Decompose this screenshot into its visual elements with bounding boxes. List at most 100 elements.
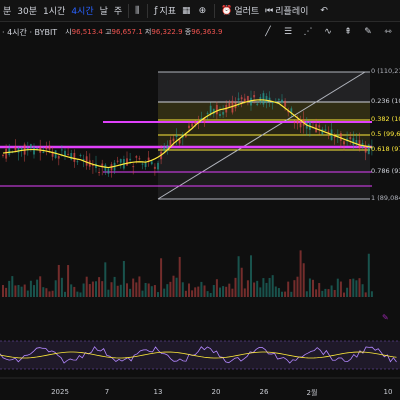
volume-bar [281, 291, 283, 297]
wave-tool-icon[interactable]: ∿ [324, 27, 332, 37]
candle-body [349, 137, 352, 140]
volume-bar [243, 288, 246, 297]
price-chart[interactable] [0, 42, 400, 384]
candle-body [175, 135, 178, 138]
volume-bar [141, 290, 144, 297]
timeframe-min-label: 분 [3, 7, 12, 17]
fib-level-label: 1 (89,084 [371, 194, 400, 202]
candle-body [191, 123, 194, 127]
volume-bar [107, 289, 110, 297]
volume-bar [51, 290, 54, 297]
alert-clock-icon: ⏰ [221, 5, 233, 16]
volume-bar [287, 281, 290, 297]
forecast-tool-icon[interactable]: ⇞ [344, 27, 352, 37]
volume-bar [160, 258, 163, 297]
candle-body [188, 125, 190, 129]
volume-bar [361, 284, 364, 297]
fib-level-label: 0.618 (97 [371, 145, 400, 153]
indicators-button[interactable]: ƒ 지표 [151, 0, 179, 22]
volume-bar [73, 286, 76, 297]
layout-button[interactable]: ▦ [179, 0, 196, 22]
volume-bar [144, 282, 147, 297]
candle-body [54, 150, 57, 158]
alert-button[interactable]: ⏰ 얼러트 [218, 0, 262, 22]
candle-body [206, 112, 209, 114]
candle-body [370, 147, 373, 150]
volume-bar [45, 288, 48, 297]
volume-bar [271, 275, 274, 297]
volume-bar [327, 289, 330, 297]
time-axis-label: 2025 [51, 388, 69, 396]
fib-level-label: 0.382 (10 [371, 115, 400, 123]
chart-type-button[interactable]: ⫼ [132, 0, 144, 22]
oscillator-line [0, 346, 397, 364]
pattern-tool-icon[interactable]: ⋰ [303, 27, 313, 37]
low-value: 96,322.9 [151, 28, 183, 36]
low-prefix: 저 [144, 28, 152, 36]
volume-bar [132, 278, 135, 297]
candle-body [20, 147, 23, 151]
brush-tool-icon[interactable]: ✎ [364, 27, 372, 37]
candle-body [116, 160, 119, 162]
volume-bar [305, 291, 308, 297]
candle-body [253, 95, 256, 98]
candle-body [212, 108, 215, 114]
replay-button[interactable]: ⏮ 리플레이 [262, 0, 311, 22]
timeframe-4h[interactable]: 4시간 [68, 0, 96, 22]
timeframe-min[interactable]: 분 [0, 0, 14, 22]
candle-body [98, 171, 101, 173]
volume-bar [26, 290, 29, 297]
time-axis-label: 13 [153, 388, 163, 396]
volume-bar [206, 291, 209, 297]
volume-bar [318, 283, 321, 297]
volume-bar [2, 285, 4, 297]
trend-line-tool-icon[interactable]: ╱ [265, 27, 271, 37]
volume-bar [237, 256, 240, 297]
time-axis-label: 2월 [306, 389, 318, 397]
candle-body [141, 163, 144, 165]
candle-body [48, 145, 51, 150]
timeframe-1h[interactable]: 1시간 [40, 0, 68, 22]
volume-bar [166, 284, 169, 297]
volume-bar [101, 281, 104, 297]
candle-body [343, 141, 345, 145]
undo-button[interactable]: ↶ [317, 0, 333, 22]
volume-bar [150, 286, 153, 297]
timeframe-30m[interactable]: 30분 [14, 0, 40, 22]
volume-bar [126, 283, 128, 297]
candle-body [163, 146, 166, 151]
timeframe-week[interactable]: 주 [111, 0, 125, 22]
volume-bar [8, 280, 11, 297]
volume-bar [364, 292, 367, 297]
volume-bar [219, 287, 221, 297]
pin-icon[interactable]: ✎ [382, 313, 389, 322]
volume-bar [296, 276, 299, 297]
volume-bar [212, 285, 215, 297]
timeframe-day[interactable]: 날 [97, 0, 111, 22]
candle-body [222, 112, 225, 115]
volume-bar [129, 288, 132, 297]
candle-body [17, 147, 20, 153]
candle-body [246, 96, 249, 101]
candle-body [293, 122, 296, 124]
volume-bar [119, 284, 122, 297]
volume-bar [153, 285, 156, 297]
candle-body [42, 151, 45, 154]
volume-bar [76, 291, 79, 297]
candle-body [166, 145, 169, 150]
volume-bar [48, 291, 51, 297]
fib-tool-icon[interactable]: ☰ [283, 27, 293, 37]
volume-bar [277, 288, 280, 297]
candle-body [194, 121, 197, 124]
toolbar-divider [128, 3, 130, 18]
candle-body [296, 119, 299, 124]
candle-body [104, 164, 107, 171]
volume-bar [163, 288, 166, 297]
candle-body [135, 156, 138, 158]
volume-bar [268, 277, 271, 297]
oscillator-signal-line [0, 351, 397, 359]
volume-bar [336, 278, 339, 297]
fib-level-label: 0.236 (10 [371, 97, 400, 105]
measure-tool-icon[interactable]: ⇿ [384, 27, 392, 37]
add-button[interactable]: ⊕ [196, 0, 212, 22]
